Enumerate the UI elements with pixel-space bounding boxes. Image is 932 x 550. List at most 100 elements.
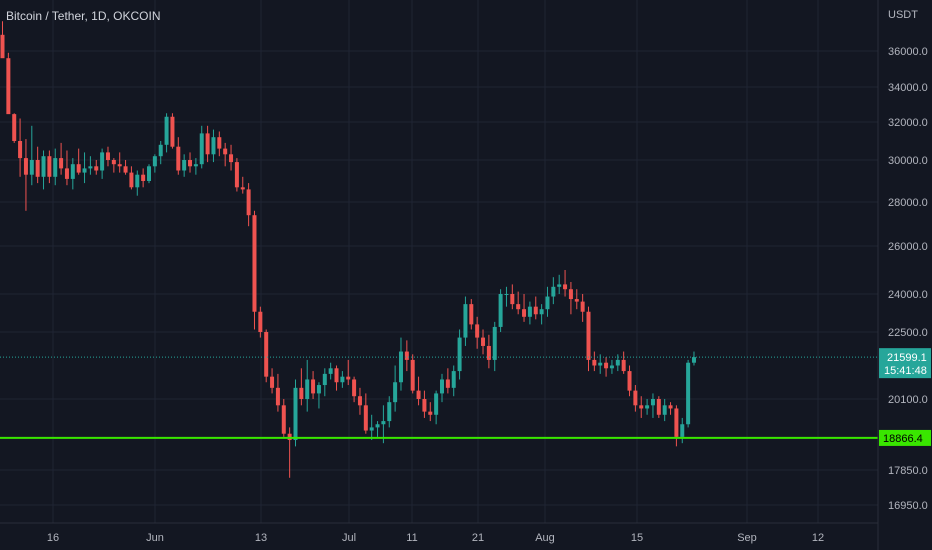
candle-body [117, 164, 122, 167]
candle-body [563, 284, 568, 290]
candle [346, 359, 351, 386]
candle [188, 152, 193, 173]
candle-body [639, 405, 644, 409]
candle [135, 170, 140, 196]
candle-body [35, 160, 40, 177]
candle-body [410, 359, 415, 391]
candle [416, 376, 421, 406]
candle-body [47, 156, 52, 177]
candle [393, 365, 398, 412]
candle [111, 158, 116, 173]
candle [422, 390, 427, 418]
chart-title: Bitcoin / Tether, 1D, OKCOIN [6, 9, 161, 23]
candle [53, 148, 58, 186]
candle-body [211, 137, 216, 155]
candle-body [363, 405, 368, 431]
x-tick-label: 15 [631, 532, 643, 544]
candle [12, 113, 17, 143]
candle-body [609, 365, 614, 369]
candle-body [152, 156, 157, 167]
candle-body [434, 393, 439, 415]
candle [504, 286, 509, 307]
candle [264, 329, 269, 383]
candle-body [346, 376, 351, 380]
candle [164, 113, 169, 153]
candle-body [352, 379, 357, 397]
candle-body [557, 284, 562, 287]
candle [428, 402, 433, 422]
candle [29, 125, 34, 186]
candle [59, 142, 64, 175]
candle-body [105, 152, 110, 160]
x-tick-label: Jun [146, 532, 164, 544]
candle-body [428, 411, 433, 415]
candle-body [604, 362, 609, 369]
candle-body [545, 296, 550, 310]
candle [123, 160, 128, 175]
candle-body [123, 166, 128, 173]
candle [23, 139, 28, 211]
candle [369, 414, 374, 441]
candle-body [275, 387, 280, 406]
candle-body [627, 371, 632, 391]
candle [451, 365, 456, 397]
candle [440, 373, 444, 403]
candle-body [82, 168, 87, 173]
candle-body [592, 359, 597, 366]
candle-body [633, 390, 638, 406]
candle-body [12, 114, 17, 141]
candle [686, 359, 691, 428]
candle-body [94, 166, 99, 171]
candle [322, 368, 327, 397]
candle-series [0, 21, 696, 478]
candle [434, 390, 439, 425]
candle [557, 274, 562, 294]
candle [82, 152, 87, 184]
candle-body [240, 187, 245, 190]
candle-body [234, 162, 239, 188]
candle [6, 52, 11, 115]
candle [457, 329, 462, 380]
candle-body [522, 309, 527, 317]
candle [680, 417, 685, 444]
candle-body [369, 427, 374, 431]
candle [176, 137, 181, 175]
candle-body [281, 405, 286, 434]
candle [35, 146, 40, 184]
candle [492, 321, 497, 372]
y-tick-label: 32000.0 [888, 117, 928, 129]
candle [410, 354, 415, 394]
candle-body [188, 160, 193, 167]
candle [334, 365, 339, 391]
candle-body [481, 337, 486, 346]
candle [516, 291, 521, 315]
candle [193, 158, 198, 175]
candle [152, 154, 157, 173]
y-tick-label: 28000.0 [888, 197, 928, 209]
candle-body [533, 306, 538, 315]
currency-label: USDT [888, 9, 918, 21]
candle [533, 296, 538, 320]
support-price-badge [879, 429, 931, 446]
candle [633, 385, 638, 412]
candle [604, 357, 609, 377]
candle-body [662, 405, 667, 415]
candle-body [182, 160, 187, 171]
candle [539, 304, 544, 325]
candle-body [147, 166, 151, 181]
candle-body [88, 166, 93, 169]
candle-body [568, 289, 573, 300]
candle [574, 289, 579, 310]
candle [381, 405, 386, 444]
candle [445, 368, 450, 394]
candle [328, 362, 333, 380]
candle [47, 150, 52, 184]
candle [656, 396, 661, 418]
candle-body [498, 294, 503, 327]
candle [609, 359, 614, 374]
candle-body [0, 34, 5, 59]
candle-body [135, 174, 140, 188]
candle [398, 337, 403, 391]
candle [650, 393, 655, 418]
x-tick-label: 16 [47, 532, 59, 544]
